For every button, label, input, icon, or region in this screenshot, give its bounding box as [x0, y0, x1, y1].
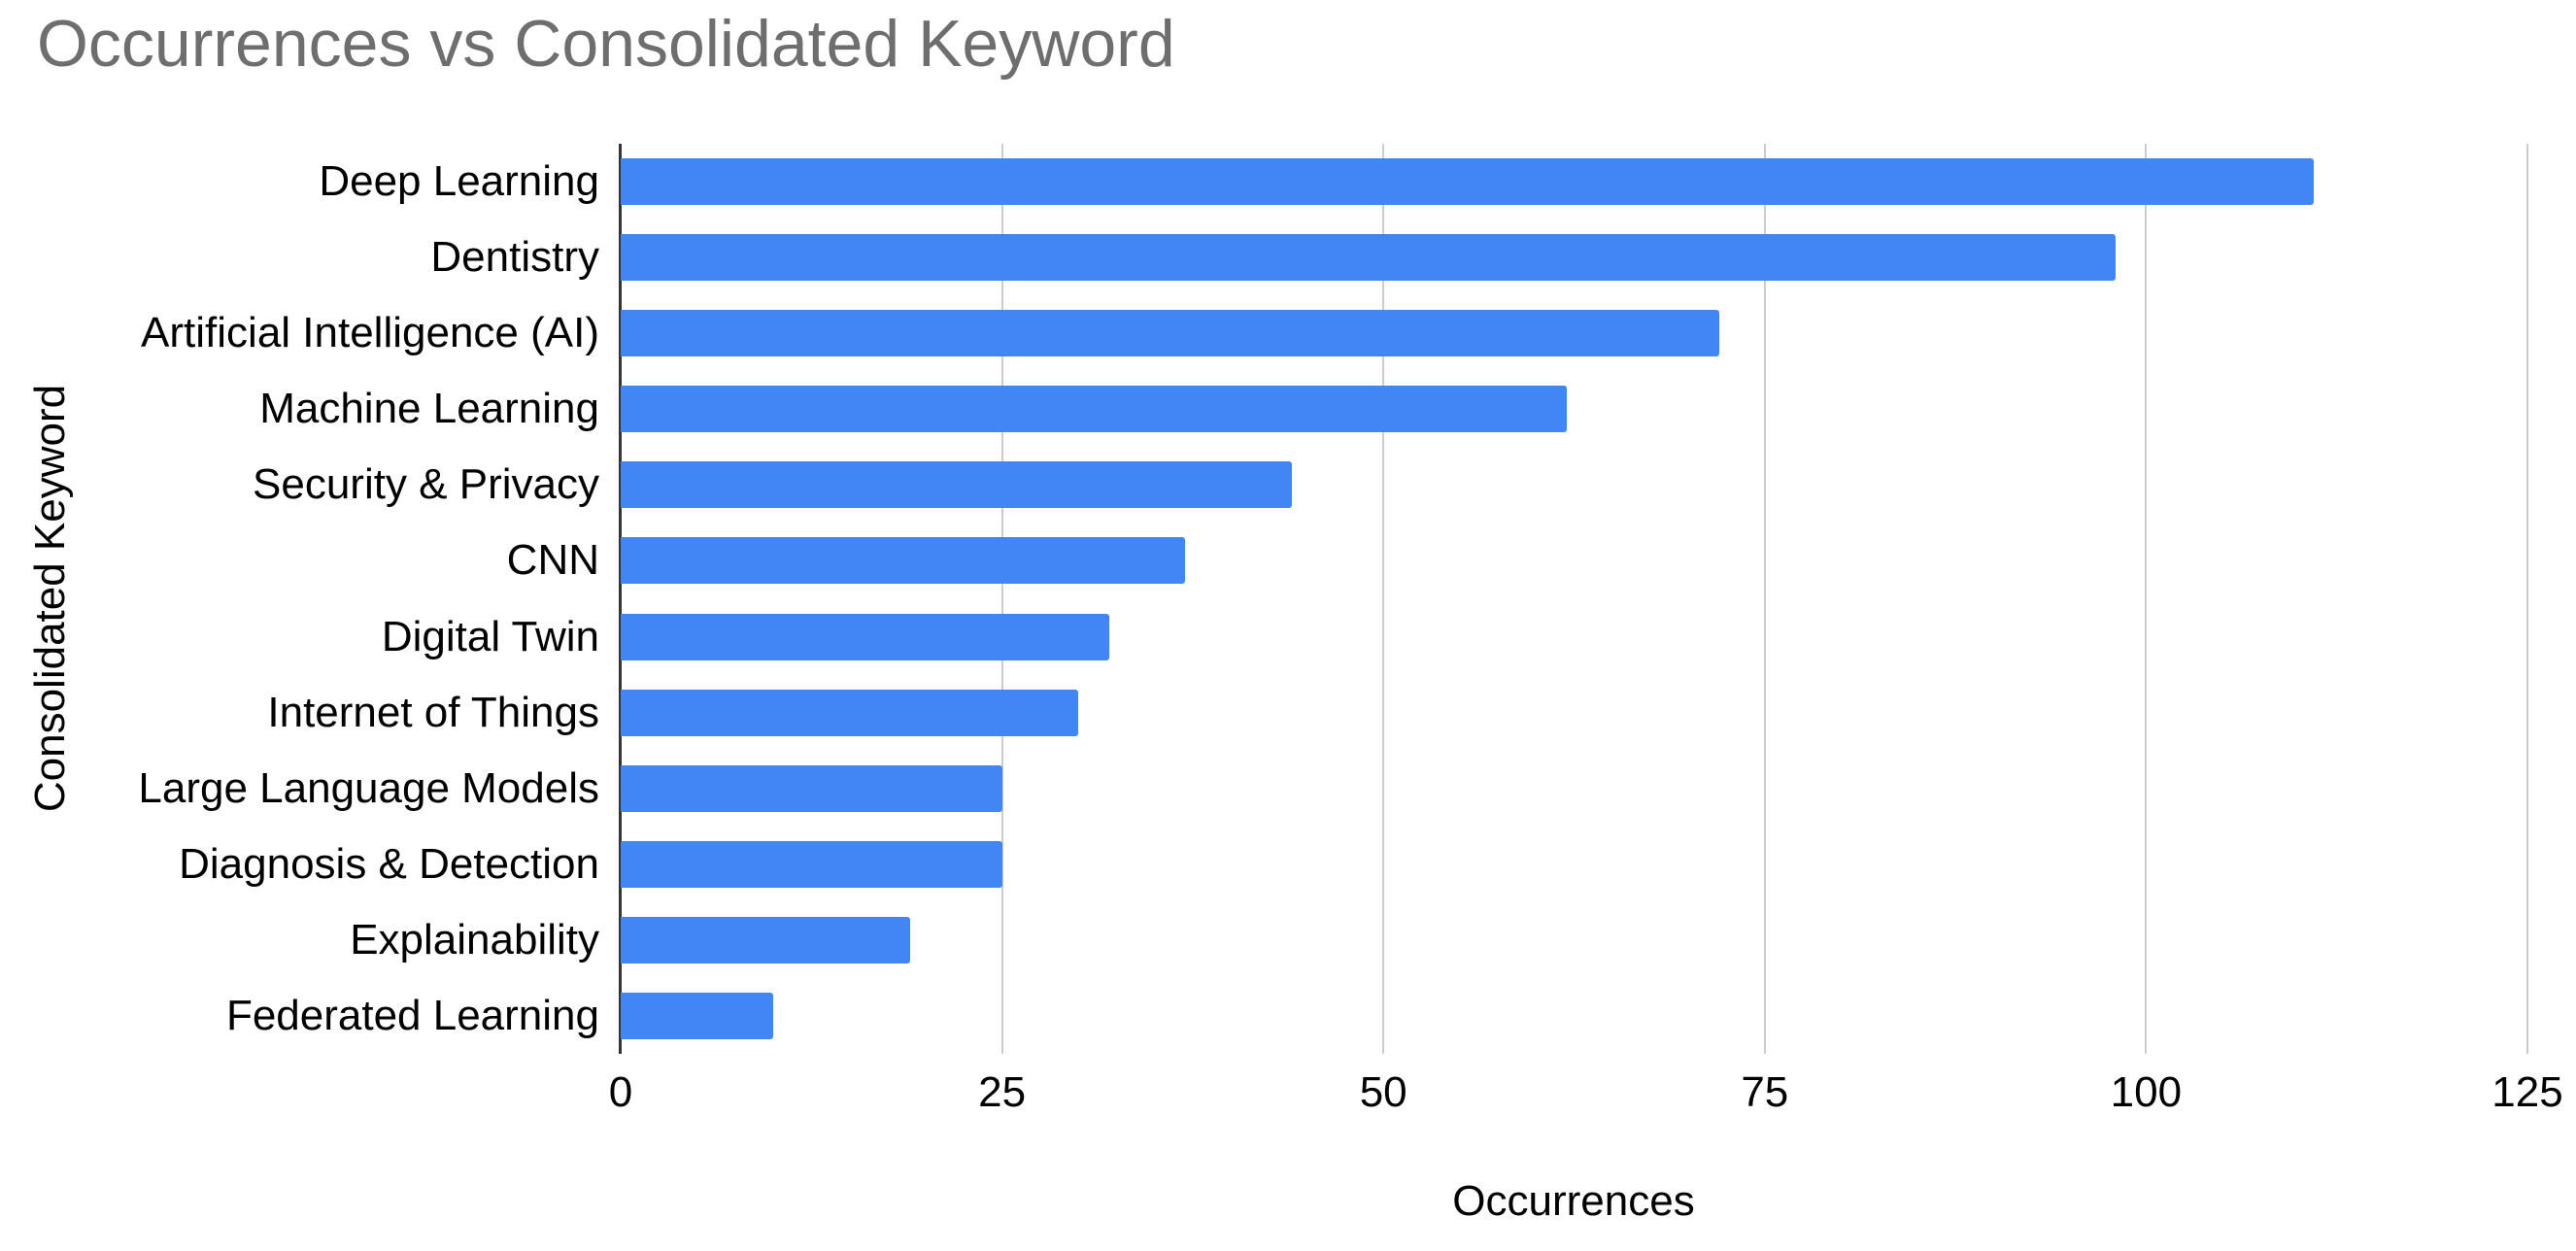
bar-machine-learning [621, 386, 1567, 433]
bar-diagnosis-detection [621, 840, 1002, 888]
bar-internet-of-things [621, 689, 1079, 736]
category-label: Machine Learning [259, 385, 599, 433]
category-label: Explainability [350, 915, 599, 964]
bar-deep-learning [621, 158, 2315, 206]
x-tick-label-100: 100 [2110, 1068, 2183, 1116]
category-label: Dentistry [430, 233, 599, 282]
x-axis-title: Occurrences [1452, 1177, 1695, 1225]
x-tick-label-125: 125 [2491, 1068, 2563, 1116]
x-tick-label-75: 75 [1741, 1068, 1789, 1116]
category-label: Digital Twin [381, 612, 599, 660]
bar-explainability [621, 916, 911, 964]
bar-artificial-intelligence-ai [621, 310, 1719, 357]
y-axis-line [619, 144, 622, 1054]
gridline-x-50 [1382, 144, 1385, 1054]
bar-dentistry [621, 234, 2116, 282]
category-label: Diagnosis & Detection [179, 839, 599, 888]
bar-digital-twin [621, 613, 1109, 660]
gridline-x-75 [1763, 144, 1766, 1054]
plot-area [619, 144, 2528, 1054]
bar-large-language-models [621, 764, 1002, 812]
gridline-x-25 [1000, 144, 1003, 1054]
bar-security-privacy [621, 461, 1292, 509]
category-label: CNN [506, 536, 599, 585]
gridline-x-125 [2526, 144, 2528, 1054]
gridline-x-100 [2145, 144, 2148, 1054]
category-label: Deep Learning [319, 157, 599, 206]
x-tick-label-0: 0 [608, 1068, 633, 1116]
y-axis-title: Consolidated Keyword [26, 384, 74, 813]
bar-cnn [621, 537, 1186, 585]
category-label: Artificial Intelligence (AI) [141, 309, 599, 357]
chart-title: Occurrences vs Consolidated Keyword [37, 7, 1175, 81]
category-label: Large Language Models [138, 763, 599, 812]
category-label: Federated Learning [225, 991, 599, 1039]
category-label: Internet of Things [267, 688, 599, 736]
category-label: Security & Privacy [253, 460, 599, 509]
x-tick-label-50: 50 [1359, 1068, 1407, 1116]
bar-federated-learning [621, 992, 774, 1039]
x-tick-label-25: 25 [978, 1068, 1027, 1116]
